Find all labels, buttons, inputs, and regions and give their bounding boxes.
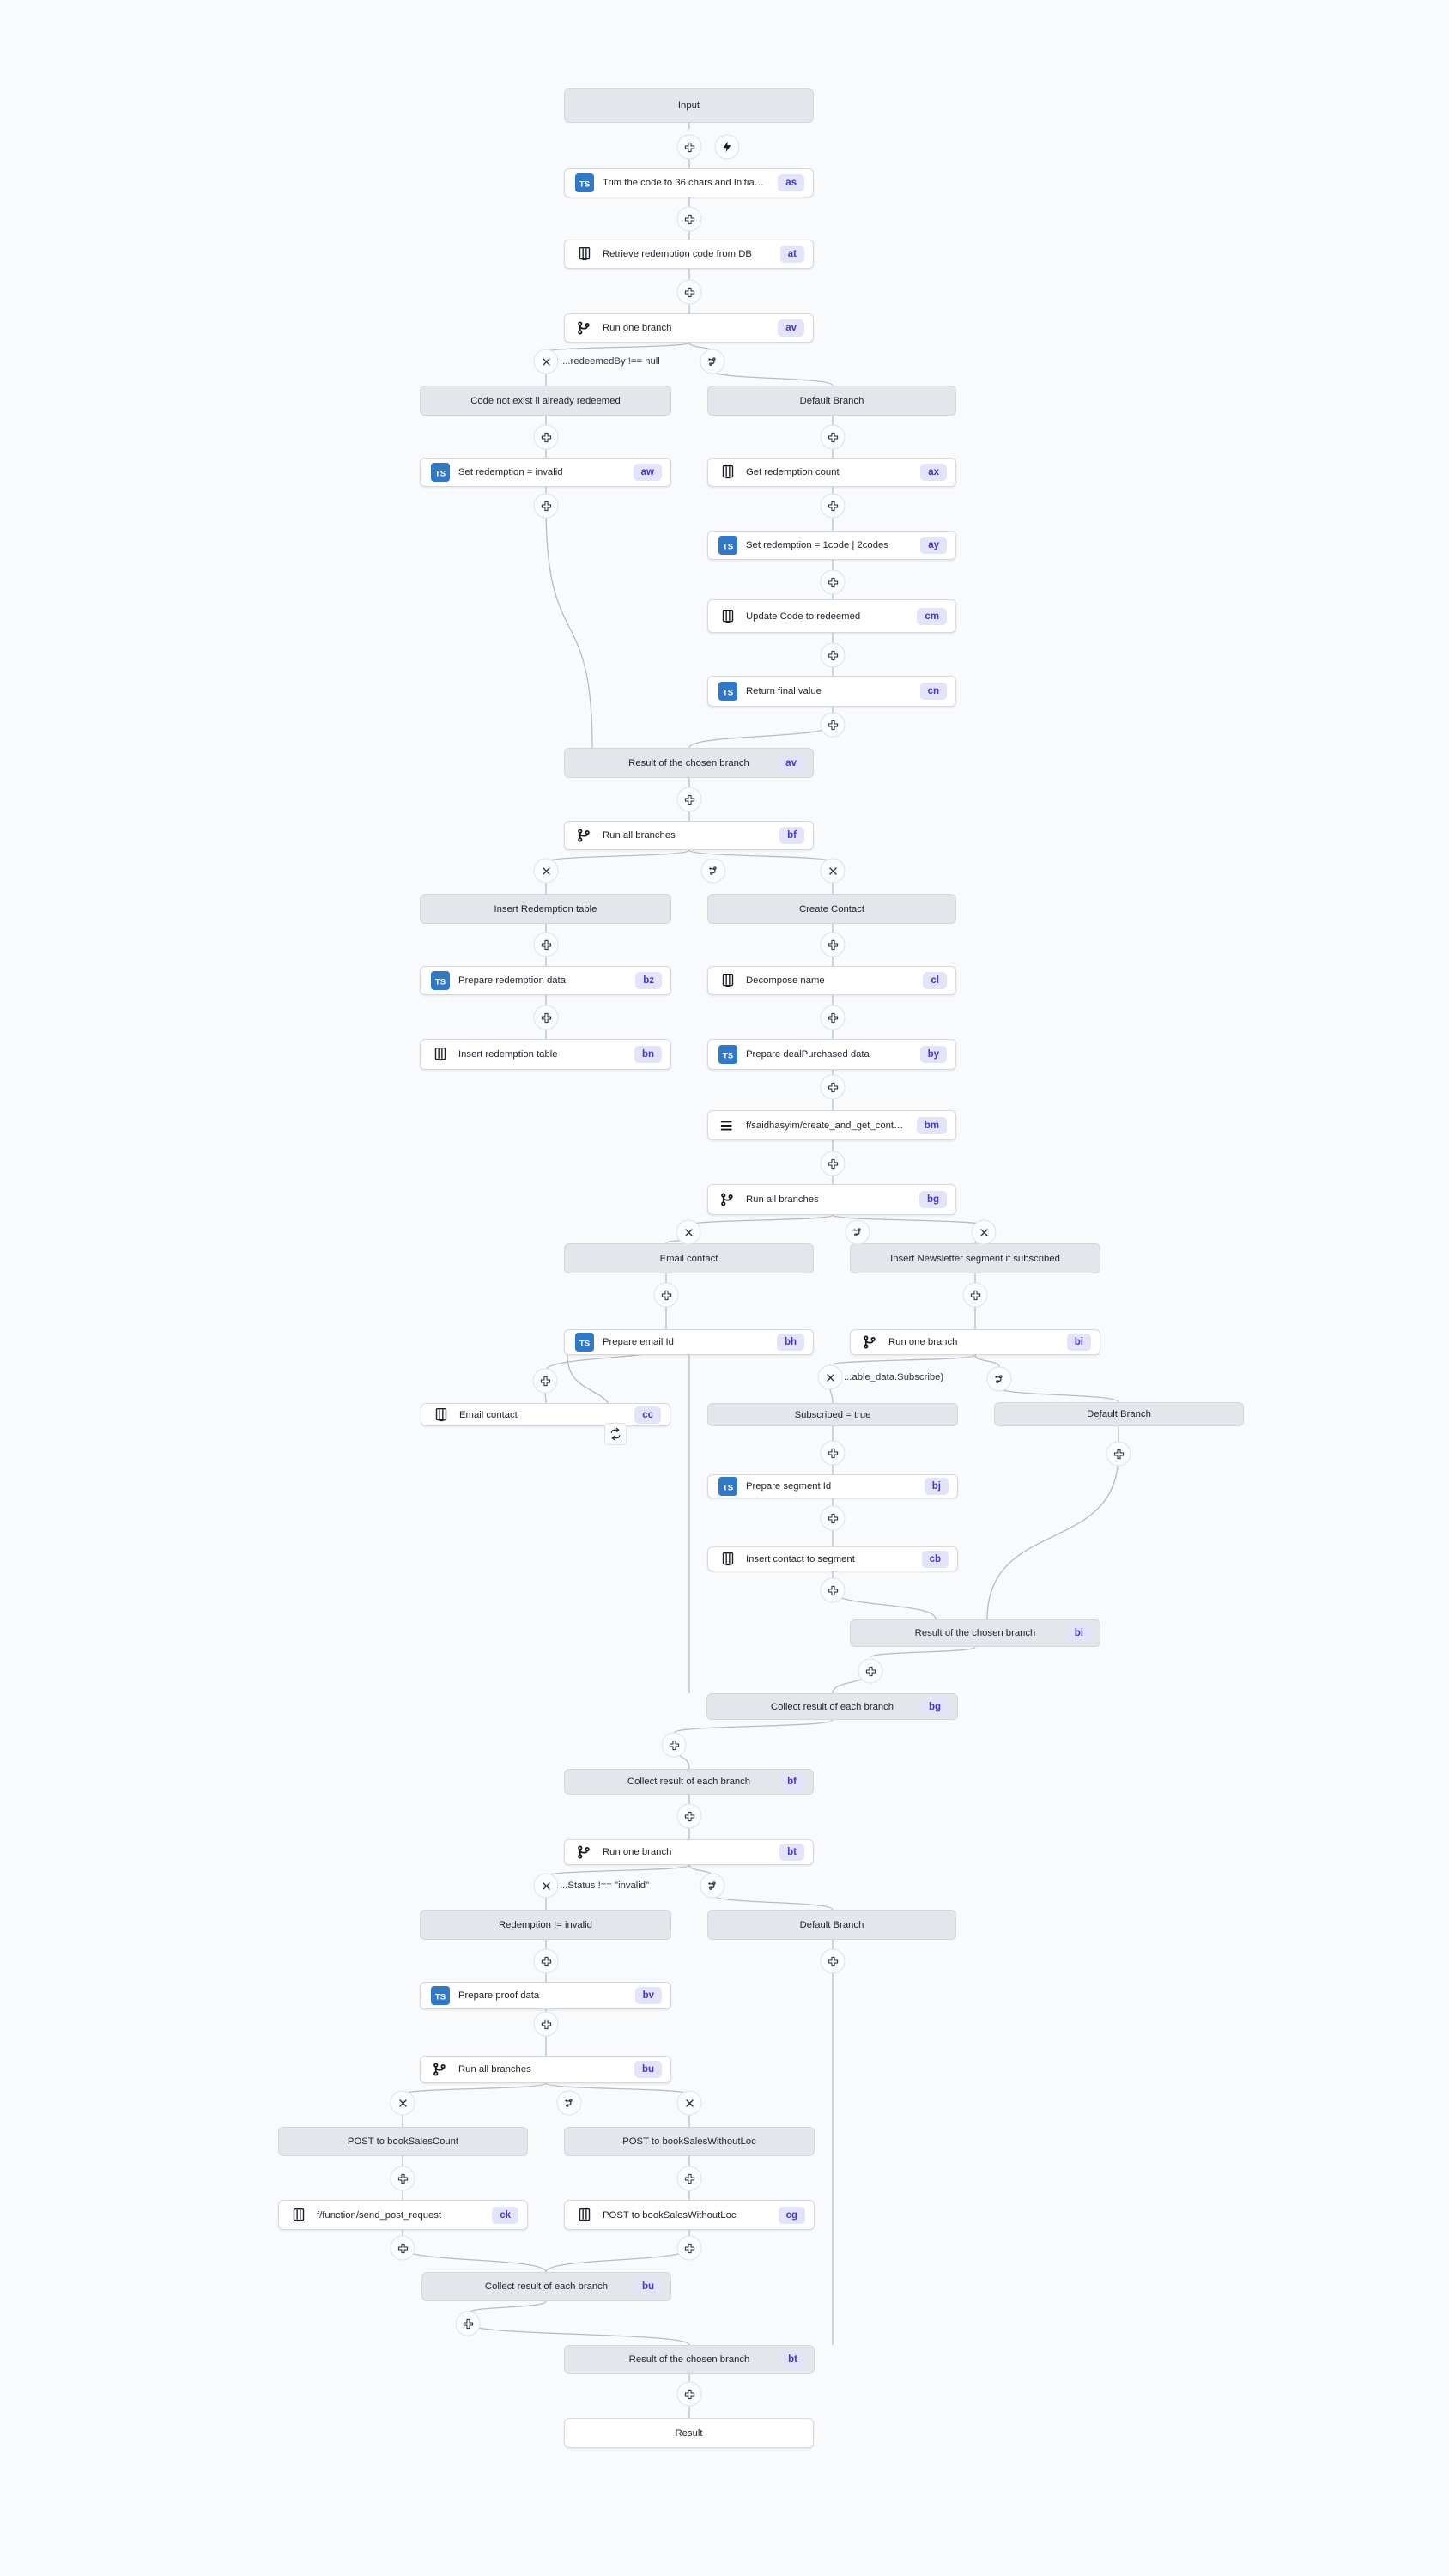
- svg-text:TS: TS: [723, 1051, 734, 1060]
- svg-text:TS: TS: [579, 179, 591, 189]
- svg-text:TS: TS: [435, 1992, 446, 2002]
- svg-text:TS: TS: [723, 688, 734, 697]
- svg-text:TS: TS: [723, 542, 734, 551]
- svg-text:TS: TS: [723, 1483, 734, 1492]
- svg-text:TS: TS: [579, 1339, 591, 1348]
- svg-text:TS: TS: [435, 469, 446, 478]
- svg-text:TS: TS: [435, 977, 446, 987]
